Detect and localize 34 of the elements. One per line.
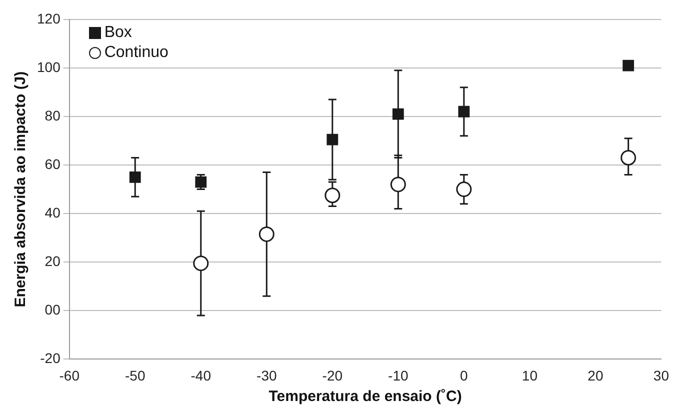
x-tick-label: -40 bbox=[190, 367, 212, 384]
point bbox=[392, 108, 404, 120]
x-axis-title: Temperatura de ensaio (˚C) bbox=[268, 388, 462, 406]
point bbox=[622, 60, 634, 72]
x-tick-label: 0 bbox=[460, 367, 468, 384]
x-tick-label: 30 bbox=[653, 367, 670, 384]
x-tick-label: -20 bbox=[322, 367, 343, 384]
y-tick-label: 20 bbox=[44, 252, 61, 269]
point bbox=[456, 182, 472, 198]
point bbox=[326, 134, 338, 146]
point bbox=[458, 106, 470, 118]
x-tick-label: -30 bbox=[256, 367, 277, 384]
y-tick-label: 80 bbox=[44, 107, 61, 124]
y-tick-label: 120 bbox=[37, 10, 61, 26]
point bbox=[195, 176, 207, 188]
x-tick-label: 20 bbox=[588, 367, 604, 384]
point bbox=[390, 176, 406, 192]
point bbox=[129, 171, 141, 183]
point bbox=[620, 150, 636, 166]
point bbox=[258, 226, 274, 242]
point bbox=[324, 188, 340, 204]
legend-label: Continuo bbox=[104, 43, 168, 64]
x-tick-label: 10 bbox=[522, 367, 538, 384]
y-tick-label: 00 bbox=[44, 302, 61, 318]
point bbox=[193, 256, 209, 272]
y-axis-title: Energia absorvida ao impacto (J) bbox=[12, 71, 30, 308]
x-tick-label: -10 bbox=[388, 367, 408, 384]
y-tick-label: -20 bbox=[40, 350, 61, 366]
legend-label: Box bbox=[104, 23, 132, 44]
y-tick-label: 60 bbox=[44, 156, 61, 172]
x-tick-label: -60 bbox=[59, 367, 80, 384]
y-tick-label: 40 bbox=[44, 204, 61, 220]
y-tick-label: 100 bbox=[37, 58, 61, 75]
x-tick-label: -50 bbox=[125, 367, 146, 384]
